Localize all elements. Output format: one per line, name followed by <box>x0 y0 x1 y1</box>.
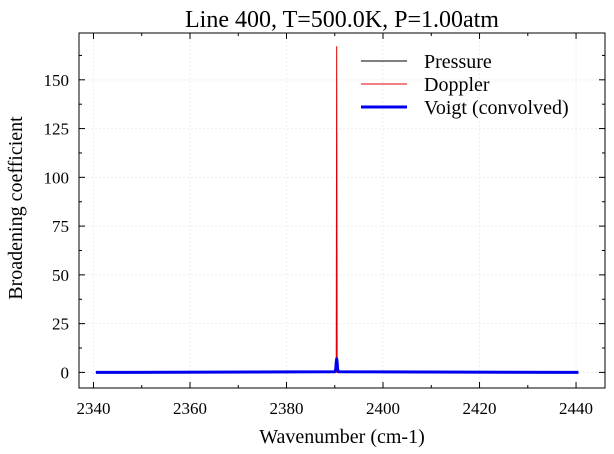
y-axis-label: Broadening coefficient <box>5 116 27 300</box>
y-tick-label: 100 <box>44 168 70 187</box>
x-tick-label: 2420 <box>463 399 497 418</box>
x-tick-label: 2340 <box>76 399 110 418</box>
axis-ticks: 2340 2360 2380 2400 2420 2440 0 25 50 75 100 125 150 <box>44 33 605 418</box>
y-tick-label: 50 <box>52 266 69 285</box>
x-tick-label: 2440 <box>559 399 593 418</box>
grid-lines <box>79 33 605 388</box>
y-tick-label: 125 <box>44 120 70 139</box>
legend-label-voigt-convolved: Voigt (convolved) <box>424 97 569 119</box>
x-tick-label: 2380 <box>270 399 304 418</box>
y-tick-label: 75 <box>52 217 69 236</box>
plot-frame <box>78 32 606 389</box>
x-tick-label: 2400 <box>366 399 400 418</box>
legend-label-pressure: Pressure <box>424 51 492 73</box>
y-tick-label: 0 <box>61 363 70 382</box>
y-tick-label: 25 <box>52 315 69 334</box>
chart-title: Line 400, T=500.0K, P=1.00atm <box>185 7 499 33</box>
x-tick-label: 2360 <box>173 399 207 418</box>
legend-label-doppler: Doppler <box>424 74 490 96</box>
series-group <box>95 46 579 374</box>
y-tick-label: 150 <box>44 71 70 90</box>
series-line-voigt-convolved <box>95 357 579 374</box>
x-axis-label: Wavenumber (cm-1) <box>259 426 425 448</box>
